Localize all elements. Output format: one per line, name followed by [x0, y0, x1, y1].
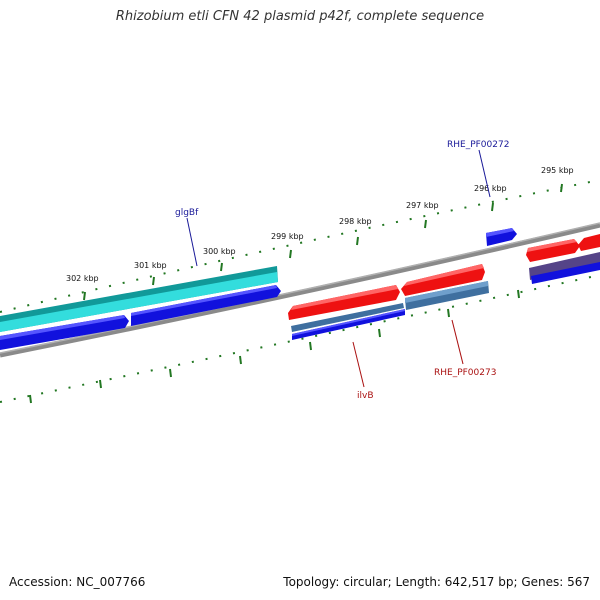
gene-ilvB[interactable] — [288, 285, 400, 320]
accession-text: Accession: NC_007766 — [9, 575, 146, 589]
cds-reverse-ilvB[interactable] — [292, 309, 405, 340]
tick-label: 297 kbp — [406, 201, 439, 210]
cds-reverse-right[interactable] — [531, 262, 600, 284]
cds-reverse-glgBf[interactable] — [131, 285, 281, 326]
map-title: Rhizobium etli CFN 42 plasmid p42f, comp… — [115, 9, 485, 24]
cds-reverse-left[interactable] — [0, 315, 129, 350]
tick-label: 300 kbp — [203, 247, 236, 256]
gene-label-RHE_PF00273[interactable]: RHE_PF00273 — [434, 368, 496, 378]
tick-label: 301 kbp — [134, 261, 167, 270]
tick-label: 302 kbp — [66, 274, 99, 283]
tick-label: 299 kbp — [271, 232, 304, 241]
leader-line-ilvB — [352, 341, 365, 388]
lower-tick-track — [0, 274, 600, 403]
plasmid-backbone — [0, 222, 600, 358]
leader-line-glgBf — [186, 217, 198, 267]
cds-forward-ilvB-2[interactable] — [401, 264, 485, 296]
leader-line-RHE_PF00272 — [478, 149, 491, 198]
gene-label-RHE_PF00272[interactable]: RHE_PF00272 — [447, 140, 509, 150]
gene-glgBf[interactable] — [0, 266, 278, 332]
gene-RHE_PF00272[interactable] — [486, 228, 517, 246]
leader-line-RHE_PF00273 — [451, 319, 464, 365]
cds-forward-right-2[interactable] — [578, 234, 600, 251]
cds-steel-left[interactable] — [291, 303, 404, 332]
tick-label: 298 kbp — [339, 217, 372, 226]
gene-RHE_PF00273[interactable] — [405, 281, 489, 310]
tick-label: 296 kbp — [474, 184, 507, 193]
gene-label-glgBf[interactable]: glgBf — [175, 208, 199, 218]
gene-label-ilvB[interactable]: ilvB — [357, 391, 374, 401]
tick-label: 295 kbp — [541, 166, 574, 175]
cds-forward-right-1[interactable] — [526, 239, 580, 262]
major-ticks — [29, 183, 563, 404]
sequence-stats: Topology: circular; Length: 642,517 bp; … — [283, 575, 590, 589]
